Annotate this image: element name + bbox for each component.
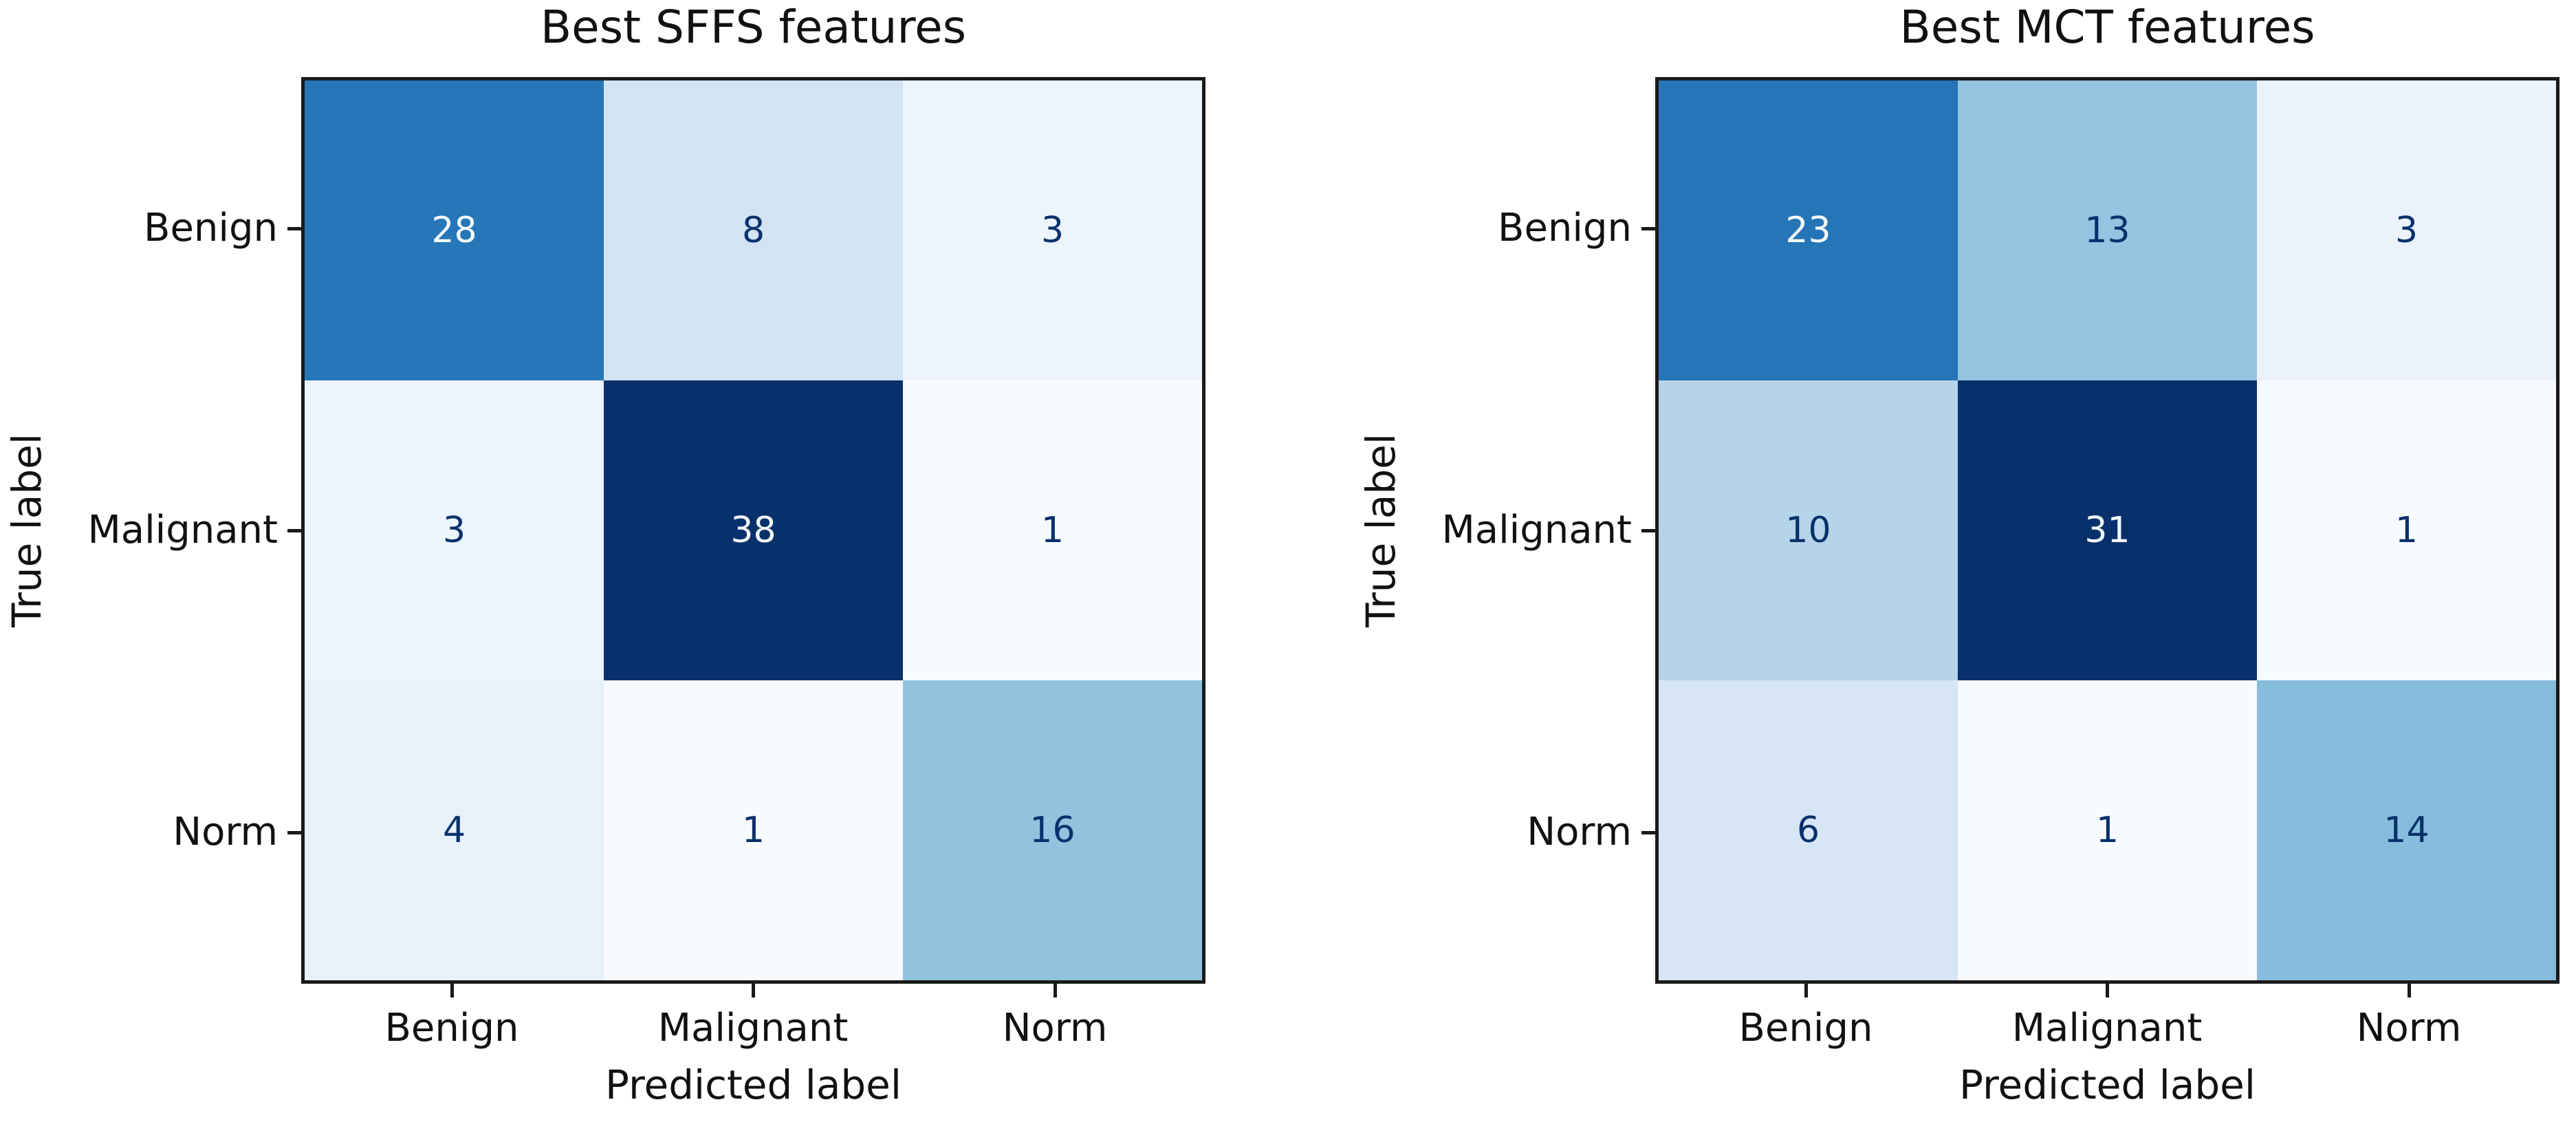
matrix-cell-value: 1: [741, 810, 765, 851]
matrix-cell-value: 13: [2084, 210, 2130, 251]
matrix-cell-value: 1: [2394, 510, 2419, 551]
matrix-cell-value: 28: [431, 210, 477, 251]
matrix-cell: 6: [1659, 680, 1958, 980]
matrix-cell: 1: [604, 680, 903, 980]
axes-box: 23 13 3 10 31 1 6 1 14: [1655, 77, 2559, 984]
y-tick-mark: [287, 831, 301, 834]
y-tick-label: Benign: [144, 206, 278, 251]
matrix-cell: 4: [305, 680, 604, 980]
matrix-cell: 1: [2257, 380, 2556, 680]
x-axis-label: Predicted label: [605, 1061, 902, 1108]
matrix-cell-value: 3: [2394, 210, 2419, 251]
matrix-cell-value: 8: [741, 210, 765, 251]
y-tick-label: Norm: [173, 810, 278, 855]
matrix-cell: 3: [305, 380, 604, 680]
x-tick-label: Benign: [384, 1006, 519, 1050]
axes-box: 28 8 3 3 38 1 4 1 16: [301, 77, 1205, 984]
y-tick-mark: [1641, 529, 1655, 532]
matrix-cell: 14: [2257, 680, 2556, 980]
y-tick-mark: [287, 227, 301, 230]
heatmap-grid: 28 8 3 3 38 1 4 1 16: [305, 80, 1202, 980]
matrix-cell: 3: [2257, 80, 2556, 380]
heatmap-grid: 23 13 3 10 31 1 6 1 14: [1659, 80, 2556, 980]
y-tick-mark: [1641, 227, 1655, 230]
confusion-matrix-sffs: Best SFFS features True label 28 8 3 3 38 1 4 1…: [0, 0, 1222, 1122]
y-tick-label: Norm: [1527, 810, 1632, 855]
chart-title: Best SFFS features: [540, 1, 967, 54]
matrix-cell: 31: [1958, 380, 2257, 680]
x-tick-label: Norm: [2356, 1006, 2462, 1050]
matrix-cell-value: 10: [1785, 510, 1831, 551]
matrix-cell-value: 3: [1040, 210, 1065, 251]
matrix-cell-value: 1: [2095, 810, 2119, 851]
x-tick-label: Malignant: [2011, 1006, 2203, 1050]
y-tick-label: Malignant: [87, 508, 278, 553]
matrix-cell-value: 3: [442, 510, 466, 551]
confusion-matrix-mct: Best MCT features True label 23 13 3 10 31 1 6…: [1354, 0, 2576, 1122]
matrix-cell: 16: [903, 680, 1202, 980]
x-tick-mark: [1804, 984, 1808, 997]
matrix-cell: 13: [1958, 80, 2257, 380]
x-tick-mark: [2408, 984, 2411, 997]
matrix-cell-value: 6: [1796, 810, 1820, 851]
matrix-cell: 28: [305, 80, 604, 380]
matrix-cell: 8: [604, 80, 903, 380]
matrix-cell: 1: [1958, 680, 2257, 980]
matrix-cell-value: 31: [2084, 510, 2130, 551]
matrix-cell-value: 23: [1785, 210, 1831, 251]
x-tick-label: Norm: [1002, 1006, 1108, 1050]
x-tick-label: Benign: [1738, 1006, 1873, 1050]
x-axis-label: Predicted label: [1959, 1061, 2256, 1108]
matrix-cell-value: 1: [1040, 510, 1065, 551]
matrix-cell-value: 14: [2383, 810, 2430, 851]
matrix-cell: 38: [604, 380, 903, 680]
matrix-cell-value: 38: [730, 510, 776, 551]
matrix-cell-value: 4: [442, 810, 466, 851]
y-tick-label: Benign: [1498, 206, 1632, 251]
matrix-cell: 23: [1659, 80, 1958, 380]
matrix-cell: 1: [903, 380, 1202, 680]
matrix-cell: 3: [903, 80, 1202, 380]
x-tick-mark: [752, 984, 755, 997]
x-tick-mark: [1054, 984, 1057, 997]
x-tick-label: Malignant: [657, 1006, 849, 1050]
chart-title: Best MCT features: [1899, 1, 2315, 54]
matrix-cell: 10: [1659, 380, 1958, 680]
y-tick-label: Malignant: [1441, 508, 1632, 553]
y-tick-mark: [1641, 831, 1655, 834]
y-tick-mark: [287, 529, 301, 532]
x-tick-mark: [450, 984, 454, 997]
matrix-cell-value: 16: [1029, 810, 1076, 851]
x-tick-mark: [2106, 984, 2109, 997]
